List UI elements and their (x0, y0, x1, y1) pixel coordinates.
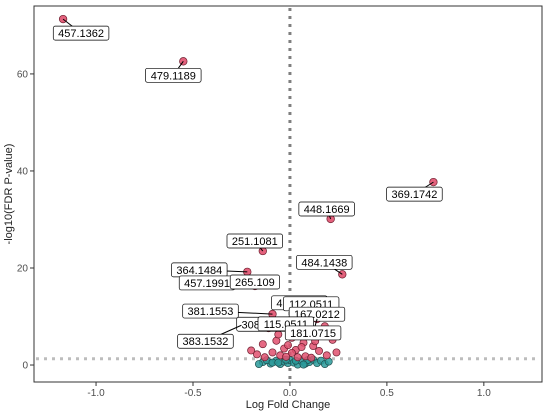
label-box (226, 233, 283, 249)
not-significant-point (299, 360, 308, 369)
y-tick-label: 0 (22, 361, 28, 372)
x-tick-label: -1.0 (87, 388, 105, 399)
label-box (177, 333, 234, 349)
point-label: 484.1438 (301, 257, 347, 269)
label-box (386, 186, 443, 202)
point-label: 479.1189 (151, 70, 196, 82)
significant-point (307, 353, 316, 362)
reference-lines (36, 8, 540, 380)
significant-point (322, 351, 331, 360)
points-layer (58, 14, 438, 369)
significant-point (274, 330, 283, 339)
label-box (298, 201, 355, 217)
x-tick-label: 0.0 (283, 388, 297, 399)
y-axis: 0 20 40 60 (17, 69, 34, 372)
point-label: 251.1081 (232, 236, 278, 248)
significant-point (253, 350, 261, 359)
not-significant-point (274, 358, 283, 367)
x-axis: -1.0 -0.5 0.0 0.5 1.0 (87, 382, 491, 399)
x-tick-label: 1.0 (477, 388, 491, 399)
point-label: 383.1532 (183, 336, 229, 348)
significant-point (315, 346, 323, 355)
y-tick-label: 20 (17, 263, 29, 274)
point-label: 381.1553 (188, 306, 234, 318)
x-tick-label: -0.5 (184, 388, 202, 399)
y-tick-label: 40 (17, 166, 29, 177)
significant-point (287, 348, 296, 357)
significant-point (284, 341, 292, 350)
significant-point (247, 346, 256, 355)
significant-point (293, 353, 302, 362)
point-label: 457.1362 (58, 28, 104, 40)
label-box (52, 25, 110, 41)
point-label: 457.1991 (184, 278, 230, 290)
significant-point (268, 348, 277, 357)
point-label: 364.1484 (176, 265, 222, 277)
point-label: 369.1742 (391, 189, 437, 201)
point-label: 448.1669 (304, 204, 350, 216)
significant-point (297, 343, 306, 352)
x-axis-title: Log Fold Change (246, 399, 330, 411)
significant-point (258, 340, 267, 349)
labels-layer: 457.1362 479.1189 369.1742 448.1669 251.1081… (52, 18, 443, 349)
x-tick-label: 0.5 (380, 388, 394, 399)
significant-point (282, 352, 291, 361)
label-box (229, 274, 280, 290)
label-box (284, 325, 342, 341)
label-box (296, 254, 353, 270)
significant-point (260, 353, 269, 362)
label-box (145, 67, 202, 83)
not-significant-point (254, 360, 263, 368)
point-label: 265.109 (235, 277, 275, 289)
y-tick-label: 60 (17, 69, 29, 80)
point-label: 181.0715 (290, 328, 336, 340)
significant-point (332, 348, 341, 357)
label-box (182, 303, 239, 319)
y-axis-title: -log10(FDR P-value) (3, 144, 15, 245)
labeled-point (338, 270, 347, 279)
